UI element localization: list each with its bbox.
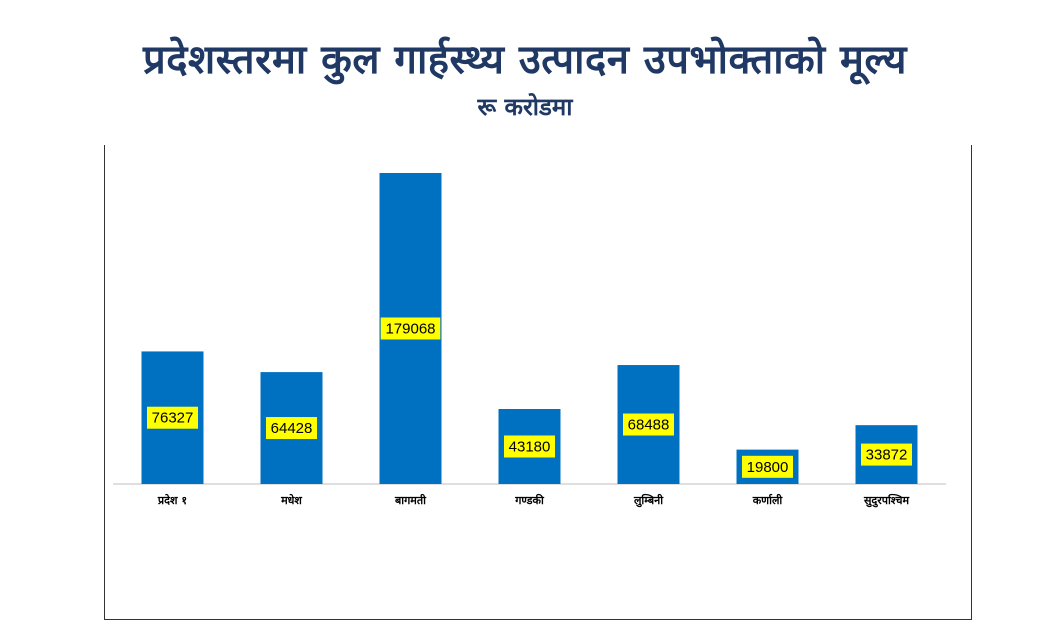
category-label-0: प्रदेश १	[157, 493, 187, 507]
data-label-0: 76327	[152, 410, 194, 427]
category-label-4: लुम्बिनी	[633, 493, 664, 508]
data-label-2: 179068	[385, 320, 435, 337]
data-label-bg-1	[266, 417, 317, 440]
data-label-1: 64428	[271, 420, 313, 437]
data-label-bg-5	[742, 455, 793, 478]
chart-frame	[104, 145, 972, 620]
chart-subtitle: रू करोडमा	[477, 93, 573, 121]
data-label-6: 33872	[866, 447, 908, 464]
category-label-2: बागमती	[394, 493, 427, 507]
category-label-5: कर्णाली	[752, 493, 784, 507]
data-label-bg-6	[861, 443, 912, 466]
data-label-bg-2	[380, 317, 441, 340]
data-label-5: 19800	[747, 459, 789, 476]
category-label-6: सुदुरपश्चिम	[863, 493, 910, 508]
data-label-bg-3	[504, 435, 555, 458]
category-label-3: गण्डकी	[514, 493, 545, 507]
data-label-4: 68488	[628, 417, 670, 434]
data-label-bg-0	[147, 406, 198, 429]
data-label-3: 43180	[509, 439, 551, 456]
chart-title: प्रदेशस्तरमा कुल गार्हस्थ्य उत्पादन उपभो…	[143, 37, 907, 83]
category-label-1: मधेश	[280, 493, 302, 507]
data-label-bg-4	[623, 413, 674, 436]
